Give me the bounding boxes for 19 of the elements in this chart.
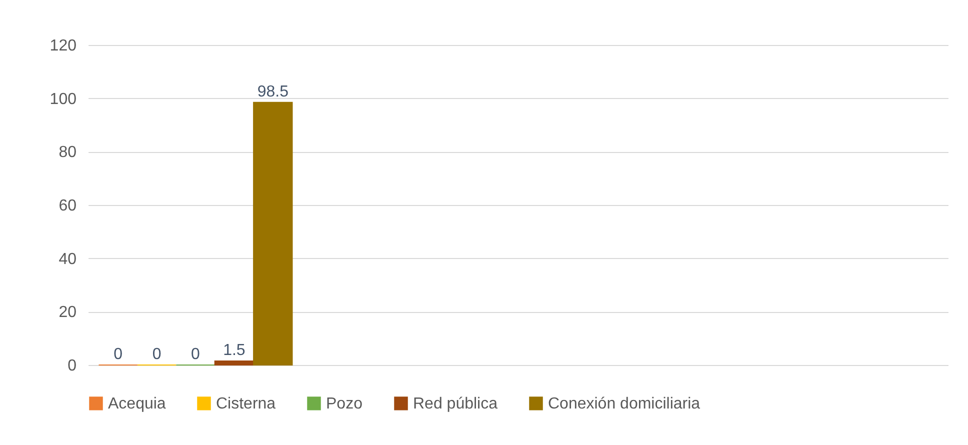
y-tick-label: 60 xyxy=(58,198,77,214)
legend-label: Cisterna xyxy=(216,395,276,412)
data-label: 98.5 xyxy=(257,83,289,100)
y-tick-label: 120 xyxy=(50,38,77,54)
data-label: 0 xyxy=(114,346,123,363)
y-tick-label: 40 xyxy=(58,250,77,268)
y-tick-label: 0 xyxy=(68,358,77,374)
y-tick-label: 20 xyxy=(58,304,77,322)
bar xyxy=(214,360,254,366)
legend-label: Conexión domiciliaria xyxy=(548,395,700,412)
bar xyxy=(253,102,293,366)
legend-label: Acequia xyxy=(108,395,166,412)
y-tick-label: 80 xyxy=(58,144,77,162)
legend-label: Pozo xyxy=(326,395,363,412)
y-tick-label: 100 xyxy=(50,90,77,108)
data-label: 0 xyxy=(191,346,200,363)
data-label: 0 xyxy=(152,346,162,363)
legend-label: Red pública xyxy=(413,395,498,412)
data-label: 1.5 xyxy=(223,342,246,359)
